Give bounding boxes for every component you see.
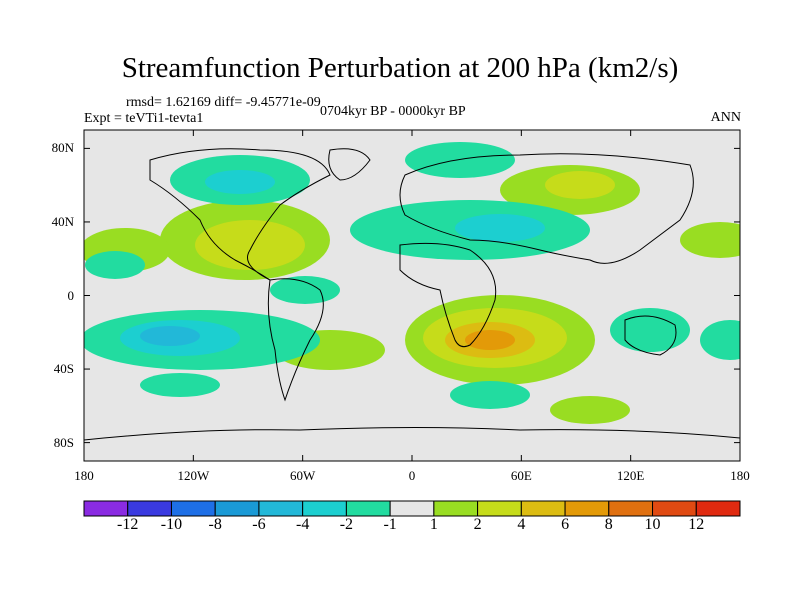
lat-label: 0 [67,287,75,303]
contour-southern-pos [550,396,630,424]
colorbar-label: 8 [604,516,613,533]
contour-atl-n [270,276,340,304]
experiment-label: Expt = teVTi1-tevta1 [84,111,204,126]
map-title: Streamfunction Perturbation at 200 hPa (… [121,52,679,84]
colorbar-swatch [433,500,479,517]
colorbar-label: 1 [429,516,438,533]
colorbar-label: 10 [644,516,661,533]
colorbar-label: 4 [517,516,526,533]
contour-pacific-neg3 [140,326,200,346]
colorbar-label: 2 [473,516,482,533]
period-label: 0704kyr BP - 0000kyr BP [320,104,466,119]
eurasia-coast [399,153,694,264]
colorbar-label: -4 [295,516,310,533]
contour-nh-neg2 [455,214,545,242]
lon-label: 180 [74,468,94,483]
lon-label: 60W [290,468,316,483]
contour-southern-neg2 [450,381,530,409]
contour-nh-america-pos2 [195,220,305,270]
coastlines [84,148,740,441]
contour-southern-neg [140,373,220,397]
africa-coast [399,242,497,348]
antarctica-coast [84,427,740,441]
axis-ticks [83,130,741,461]
colorbar-swatch [608,500,654,517]
lon-label: 120E [616,468,645,483]
north-america-coast [149,148,331,281]
lat-label: 80S [53,434,74,450]
colorbar-label: -2 [339,516,354,533]
contour-pacific-w [680,222,740,258]
lon-label: 0 [408,468,416,483]
australia-coast [624,315,677,356]
greenland-coast [328,148,371,181]
contour-asia-pos2 [545,171,615,199]
colorbar-swatch [345,500,391,517]
colorbar-swatch [258,500,304,517]
lat-label: 40S [53,361,74,377]
colorbar-swatch [652,500,697,517]
colorbar-label: -8 [208,516,222,533]
colorbar-label: 12 [688,516,705,533]
contour-india [610,308,690,352]
colorbar-label: -12 [117,516,139,533]
colorbar-swatch [564,500,610,517]
lon-label: 120W [177,468,210,483]
contour-arctic-neg2 [205,170,275,194]
colorbar-swatch [389,500,435,517]
colorbar-swatch [170,500,216,517]
colorbar-label: -10 [160,516,183,533]
colorbar [83,500,741,517]
contour-east-pac [700,320,740,360]
colorbar-swatch [477,500,522,517]
lat-label: 80N [51,140,74,156]
colorbar-swatch [214,500,260,517]
contour-arctic-e [405,142,515,178]
contour-fields [84,142,740,441]
lat-label: 40N [51,213,74,229]
lon-label: 60E [510,468,532,483]
colorbar-swatch [127,500,172,517]
contour-nw-pacific [85,251,145,279]
season-label: ANN [710,110,741,125]
colorbar-label: -6 [252,516,266,533]
colorbar-swatch [83,500,129,517]
south-america-coast [267,278,324,402]
lon-label: 180 [730,468,750,483]
contour-africa-pos4 [465,330,515,350]
colorbar-label: 6 [561,516,570,533]
colorbar-swatch [695,500,741,517]
stats-text: rmsd= 1.62169 diff= -9.45771e-09 [126,95,321,110]
colorbar-swatch [302,500,347,517]
colorbar-label: -1 [383,516,397,533]
colorbar-swatch [520,500,566,517]
